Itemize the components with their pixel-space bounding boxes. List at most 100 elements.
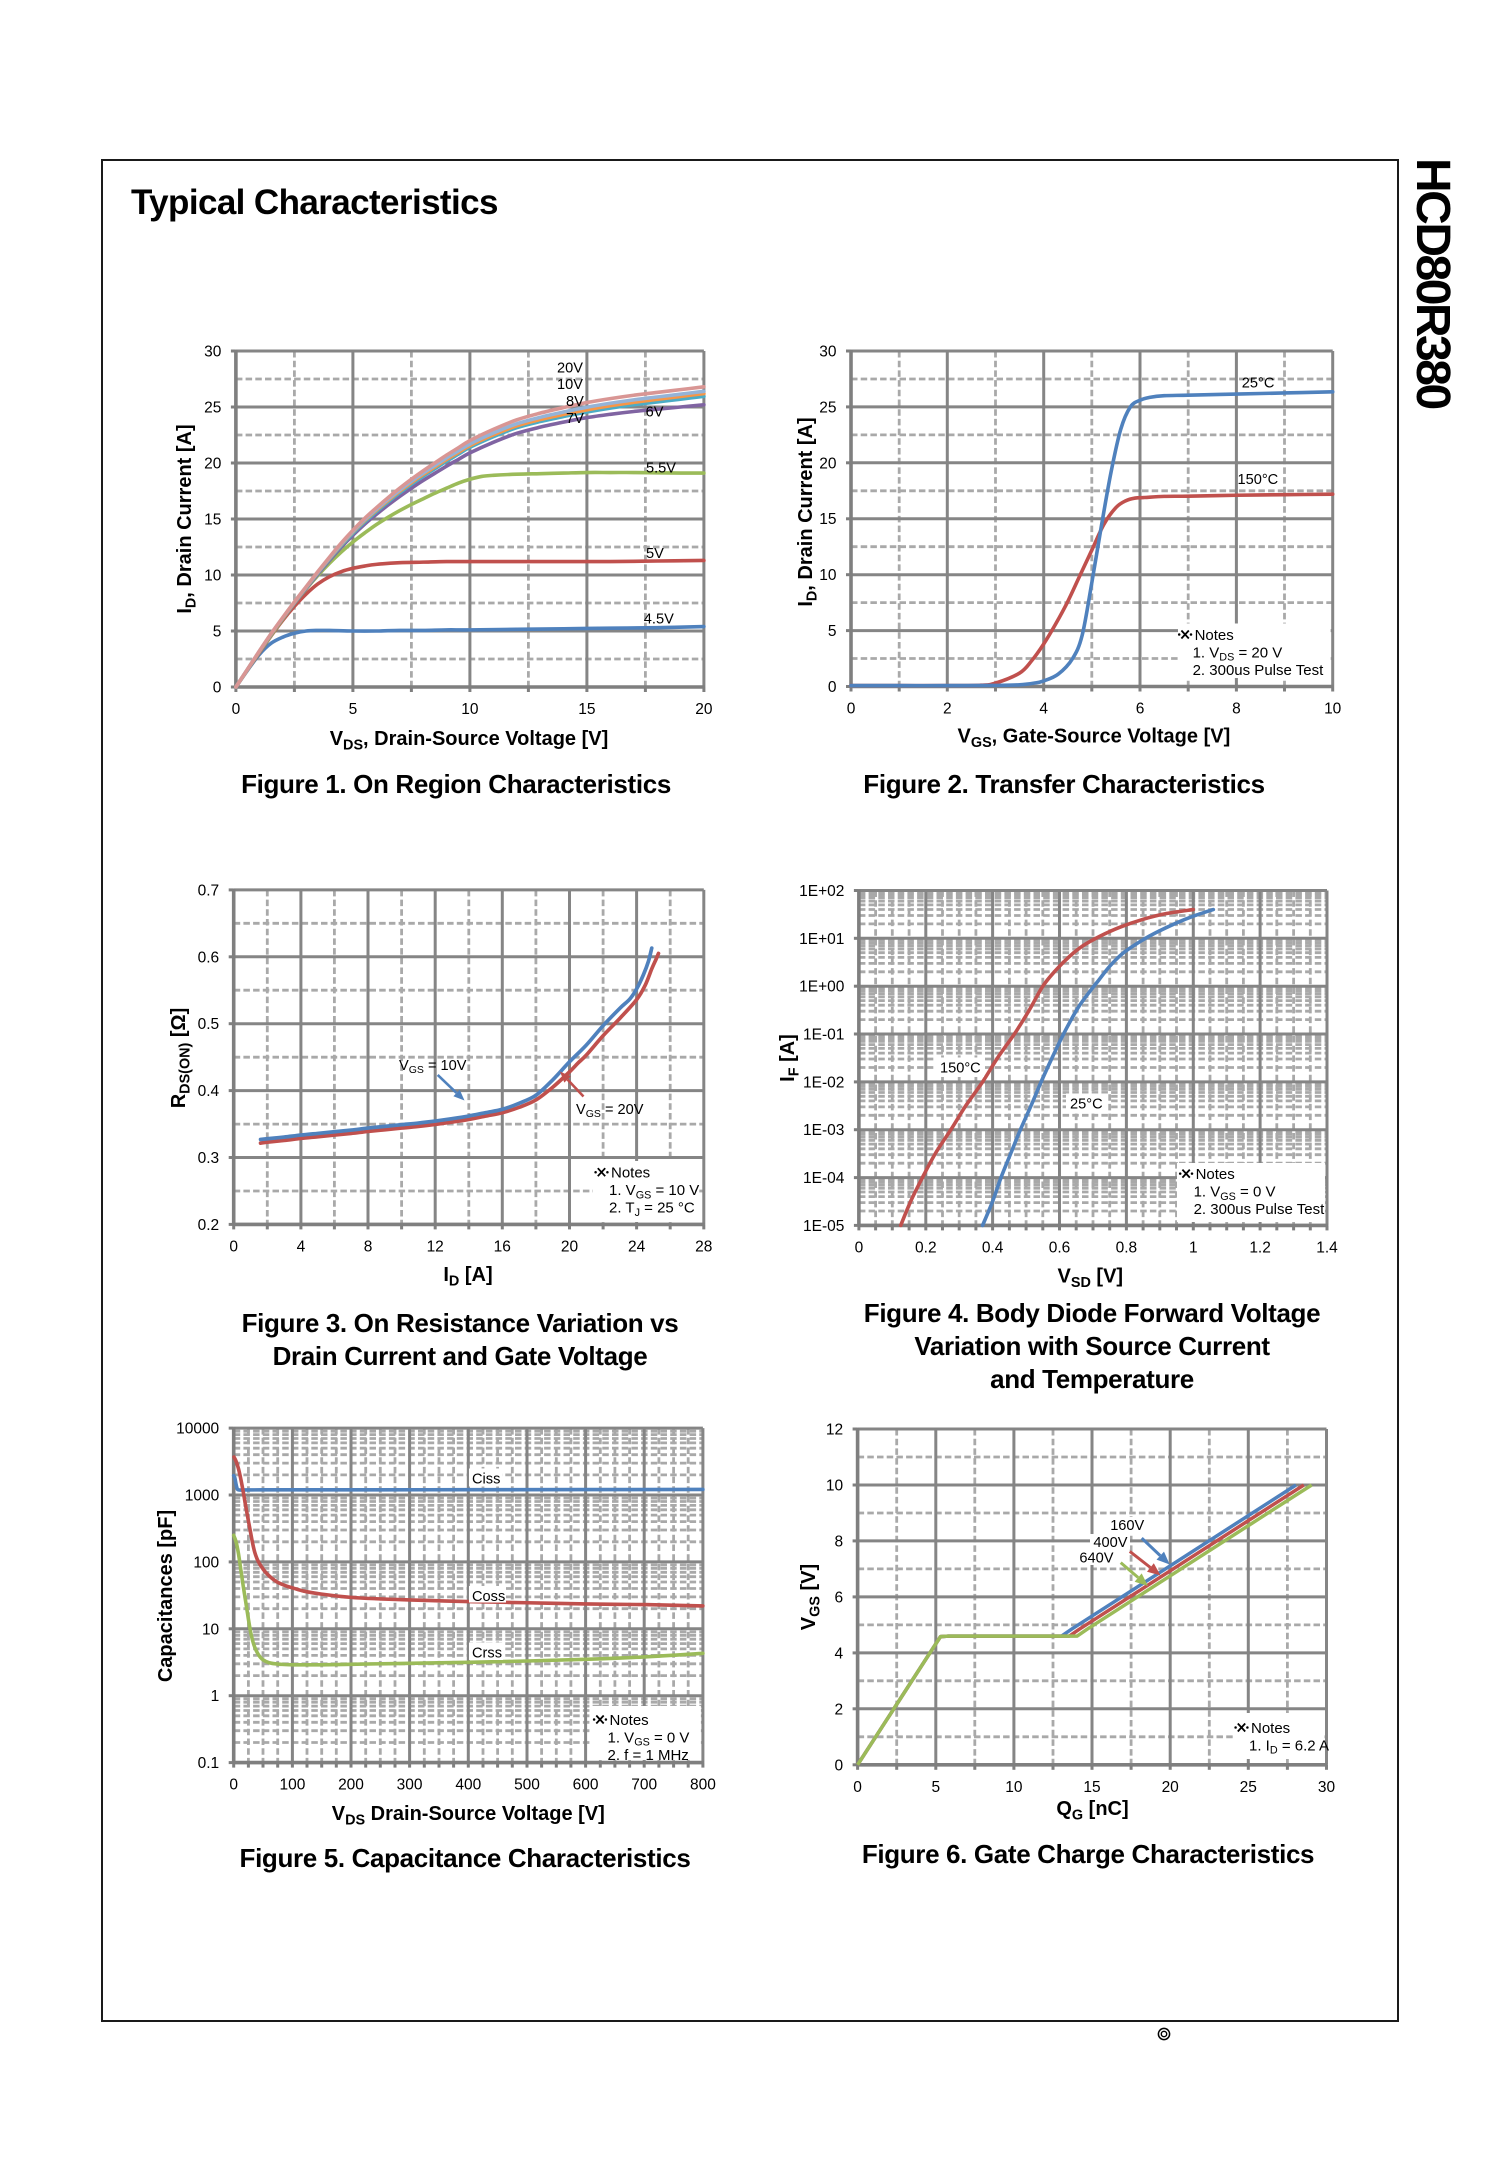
svg-text:0: 0 xyxy=(213,680,222,697)
svg-text:0: 0 xyxy=(229,1777,238,1794)
svg-text:2. TJ = 25 °C: 2. TJ = 25 °C xyxy=(609,1200,695,1219)
svg-text:500: 500 xyxy=(514,1777,540,1794)
svg-text:QG [nC]: QG [nC] xyxy=(1056,1798,1128,1823)
svg-text:0: 0 xyxy=(229,1238,238,1255)
svg-text:25°C: 25°C xyxy=(1070,1097,1103,1113)
svg-text:1E-01: 1E-01 xyxy=(803,1027,844,1044)
svg-text:4: 4 xyxy=(297,1238,306,1255)
svg-text:5: 5 xyxy=(931,1779,940,1796)
svg-text:2: 2 xyxy=(943,701,952,718)
svg-text:0.1: 0.1 xyxy=(198,1755,220,1772)
svg-text:VGS [V]: VGS [V] xyxy=(798,1564,823,1630)
svg-text:10: 10 xyxy=(1005,1779,1023,1796)
svg-text:1E-05: 1E-05 xyxy=(803,1218,844,1235)
svg-text:0: 0 xyxy=(853,1779,862,1796)
svg-text:25: 25 xyxy=(1240,1779,1257,1796)
svg-text:1: 1 xyxy=(211,1688,220,1705)
svg-text:Notes: Notes xyxy=(1195,627,1234,644)
svg-text:30: 30 xyxy=(1318,1779,1336,1796)
svg-text:8: 8 xyxy=(364,1238,373,1255)
svg-text:0: 0 xyxy=(855,1239,864,1256)
svg-text:400: 400 xyxy=(455,1777,481,1794)
svg-text:4: 4 xyxy=(1039,701,1048,718)
svg-text:Notes: Notes xyxy=(610,1712,649,1729)
svg-text:IF [A]: IF [A] xyxy=(777,1034,802,1082)
svg-text:VSD [V]: VSD [V] xyxy=(1058,1266,1124,1291)
svg-text:24: 24 xyxy=(628,1238,646,1255)
svg-text:1. VDS = 20 V: 1. VDS = 20 V xyxy=(1193,644,1283,663)
svg-text:ID [A]: ID [A] xyxy=(443,1264,492,1289)
svg-text:700: 700 xyxy=(631,1777,657,1794)
svg-text:1E+01: 1E+01 xyxy=(799,931,844,948)
svg-text:5: 5 xyxy=(349,701,358,718)
svg-text:15: 15 xyxy=(1083,1779,1100,1796)
svg-text:8: 8 xyxy=(1232,701,1241,718)
svg-text:6: 6 xyxy=(834,1589,843,1606)
svg-text:4.5V: 4.5V xyxy=(644,611,674,627)
svg-text:0.8: 0.8 xyxy=(1116,1239,1138,1256)
svg-text:VGS, Gate-Source Voltage [V]: VGS, Gate-Source Voltage [V] xyxy=(958,726,1231,751)
svg-text:20: 20 xyxy=(561,1238,579,1255)
svg-text:20: 20 xyxy=(1162,1779,1180,1796)
svg-text:Coss: Coss xyxy=(472,1589,505,1605)
svg-text:1E-03: 1E-03 xyxy=(803,1122,844,1139)
svg-text:5.5V: 5.5V xyxy=(646,460,676,476)
svg-text:0: 0 xyxy=(828,679,837,696)
svg-text:Notes: Notes xyxy=(611,1165,650,1182)
svg-text:5: 5 xyxy=(828,623,837,640)
svg-text:300: 300 xyxy=(397,1777,423,1794)
svg-text:30: 30 xyxy=(204,344,222,361)
svg-text:0.3: 0.3 xyxy=(198,1150,220,1167)
svg-text:640V: 640V xyxy=(1079,1551,1113,1567)
svg-text:2: 2 xyxy=(834,1701,843,1718)
svg-text:6: 6 xyxy=(1136,701,1145,718)
svg-text:0.2: 0.2 xyxy=(198,1217,220,1234)
svg-text:30: 30 xyxy=(819,344,837,361)
svg-text:2. 300us Pulse Test: 2. 300us Pulse Test xyxy=(1193,662,1324,679)
svg-text:0.7: 0.7 xyxy=(198,882,220,899)
svg-text:12: 12 xyxy=(826,1422,843,1439)
svg-text:100: 100 xyxy=(193,1554,219,1571)
svg-text:0.6: 0.6 xyxy=(198,949,220,966)
svg-text:25: 25 xyxy=(204,400,221,417)
svg-text:200: 200 xyxy=(338,1777,364,1794)
svg-text:0: 0 xyxy=(847,701,856,718)
svg-text:10: 10 xyxy=(1324,701,1342,718)
svg-text:VGS = 20V: VGS = 20V xyxy=(576,1102,644,1120)
svg-text:100: 100 xyxy=(279,1777,305,1794)
svg-text:0.4: 0.4 xyxy=(982,1239,1004,1256)
svg-text:20V: 20V xyxy=(557,361,583,377)
svg-text:1.4: 1.4 xyxy=(1316,1239,1338,1256)
svg-text:VDS Drain-Source Voltage [V]: VDS Drain-Source Voltage [V] xyxy=(332,1803,605,1828)
svg-text:0: 0 xyxy=(232,701,241,718)
svg-text:Ciss: Ciss xyxy=(472,1472,500,1488)
svg-text:600: 600 xyxy=(573,1777,599,1794)
svg-text:150°C: 150°C xyxy=(1238,472,1279,488)
svg-text:1. VGS = 10 V: 1. VGS = 10 V xyxy=(609,1182,699,1201)
svg-text:8: 8 xyxy=(834,1533,843,1550)
svg-text:15: 15 xyxy=(819,511,836,528)
svg-text:10: 10 xyxy=(202,1621,220,1638)
svg-text:1E+02: 1E+02 xyxy=(799,883,844,900)
svg-text:10: 10 xyxy=(819,567,837,584)
svg-text:ID, Drain Current [A]: ID, Drain Current [A] xyxy=(795,417,820,606)
svg-text:20: 20 xyxy=(695,701,713,718)
svg-text:1. ID = 6.2 A: 1. ID = 6.2 A xyxy=(1249,1737,1329,1756)
svg-text:2. 300us Pulse Test: 2. 300us Pulse Test xyxy=(1194,1201,1325,1218)
svg-text:1. VGS = 0 V: 1. VGS = 0 V xyxy=(608,1729,690,1748)
svg-text:4: 4 xyxy=(834,1645,843,1662)
svg-text:1E-04: 1E-04 xyxy=(803,1170,845,1187)
svg-text:28: 28 xyxy=(695,1238,712,1255)
svg-text:Notes: Notes xyxy=(1251,1720,1290,1737)
svg-text:25: 25 xyxy=(819,399,836,416)
svg-text:1000: 1000 xyxy=(185,1488,220,1505)
svg-text:Crss: Crss xyxy=(472,1646,502,1662)
svg-text:10000: 10000 xyxy=(176,1421,219,1438)
svg-text:1: 1 xyxy=(1189,1239,1198,1256)
svg-text:ID, Drain Current [A]: ID, Drain Current [A] xyxy=(174,424,199,613)
svg-text:800: 800 xyxy=(690,1777,716,1794)
svg-text:12: 12 xyxy=(427,1238,444,1255)
svg-text:150°C: 150°C xyxy=(940,1061,981,1077)
svg-text:10: 10 xyxy=(204,568,222,585)
svg-text:VGS = 10V: VGS = 10V xyxy=(399,1058,467,1076)
